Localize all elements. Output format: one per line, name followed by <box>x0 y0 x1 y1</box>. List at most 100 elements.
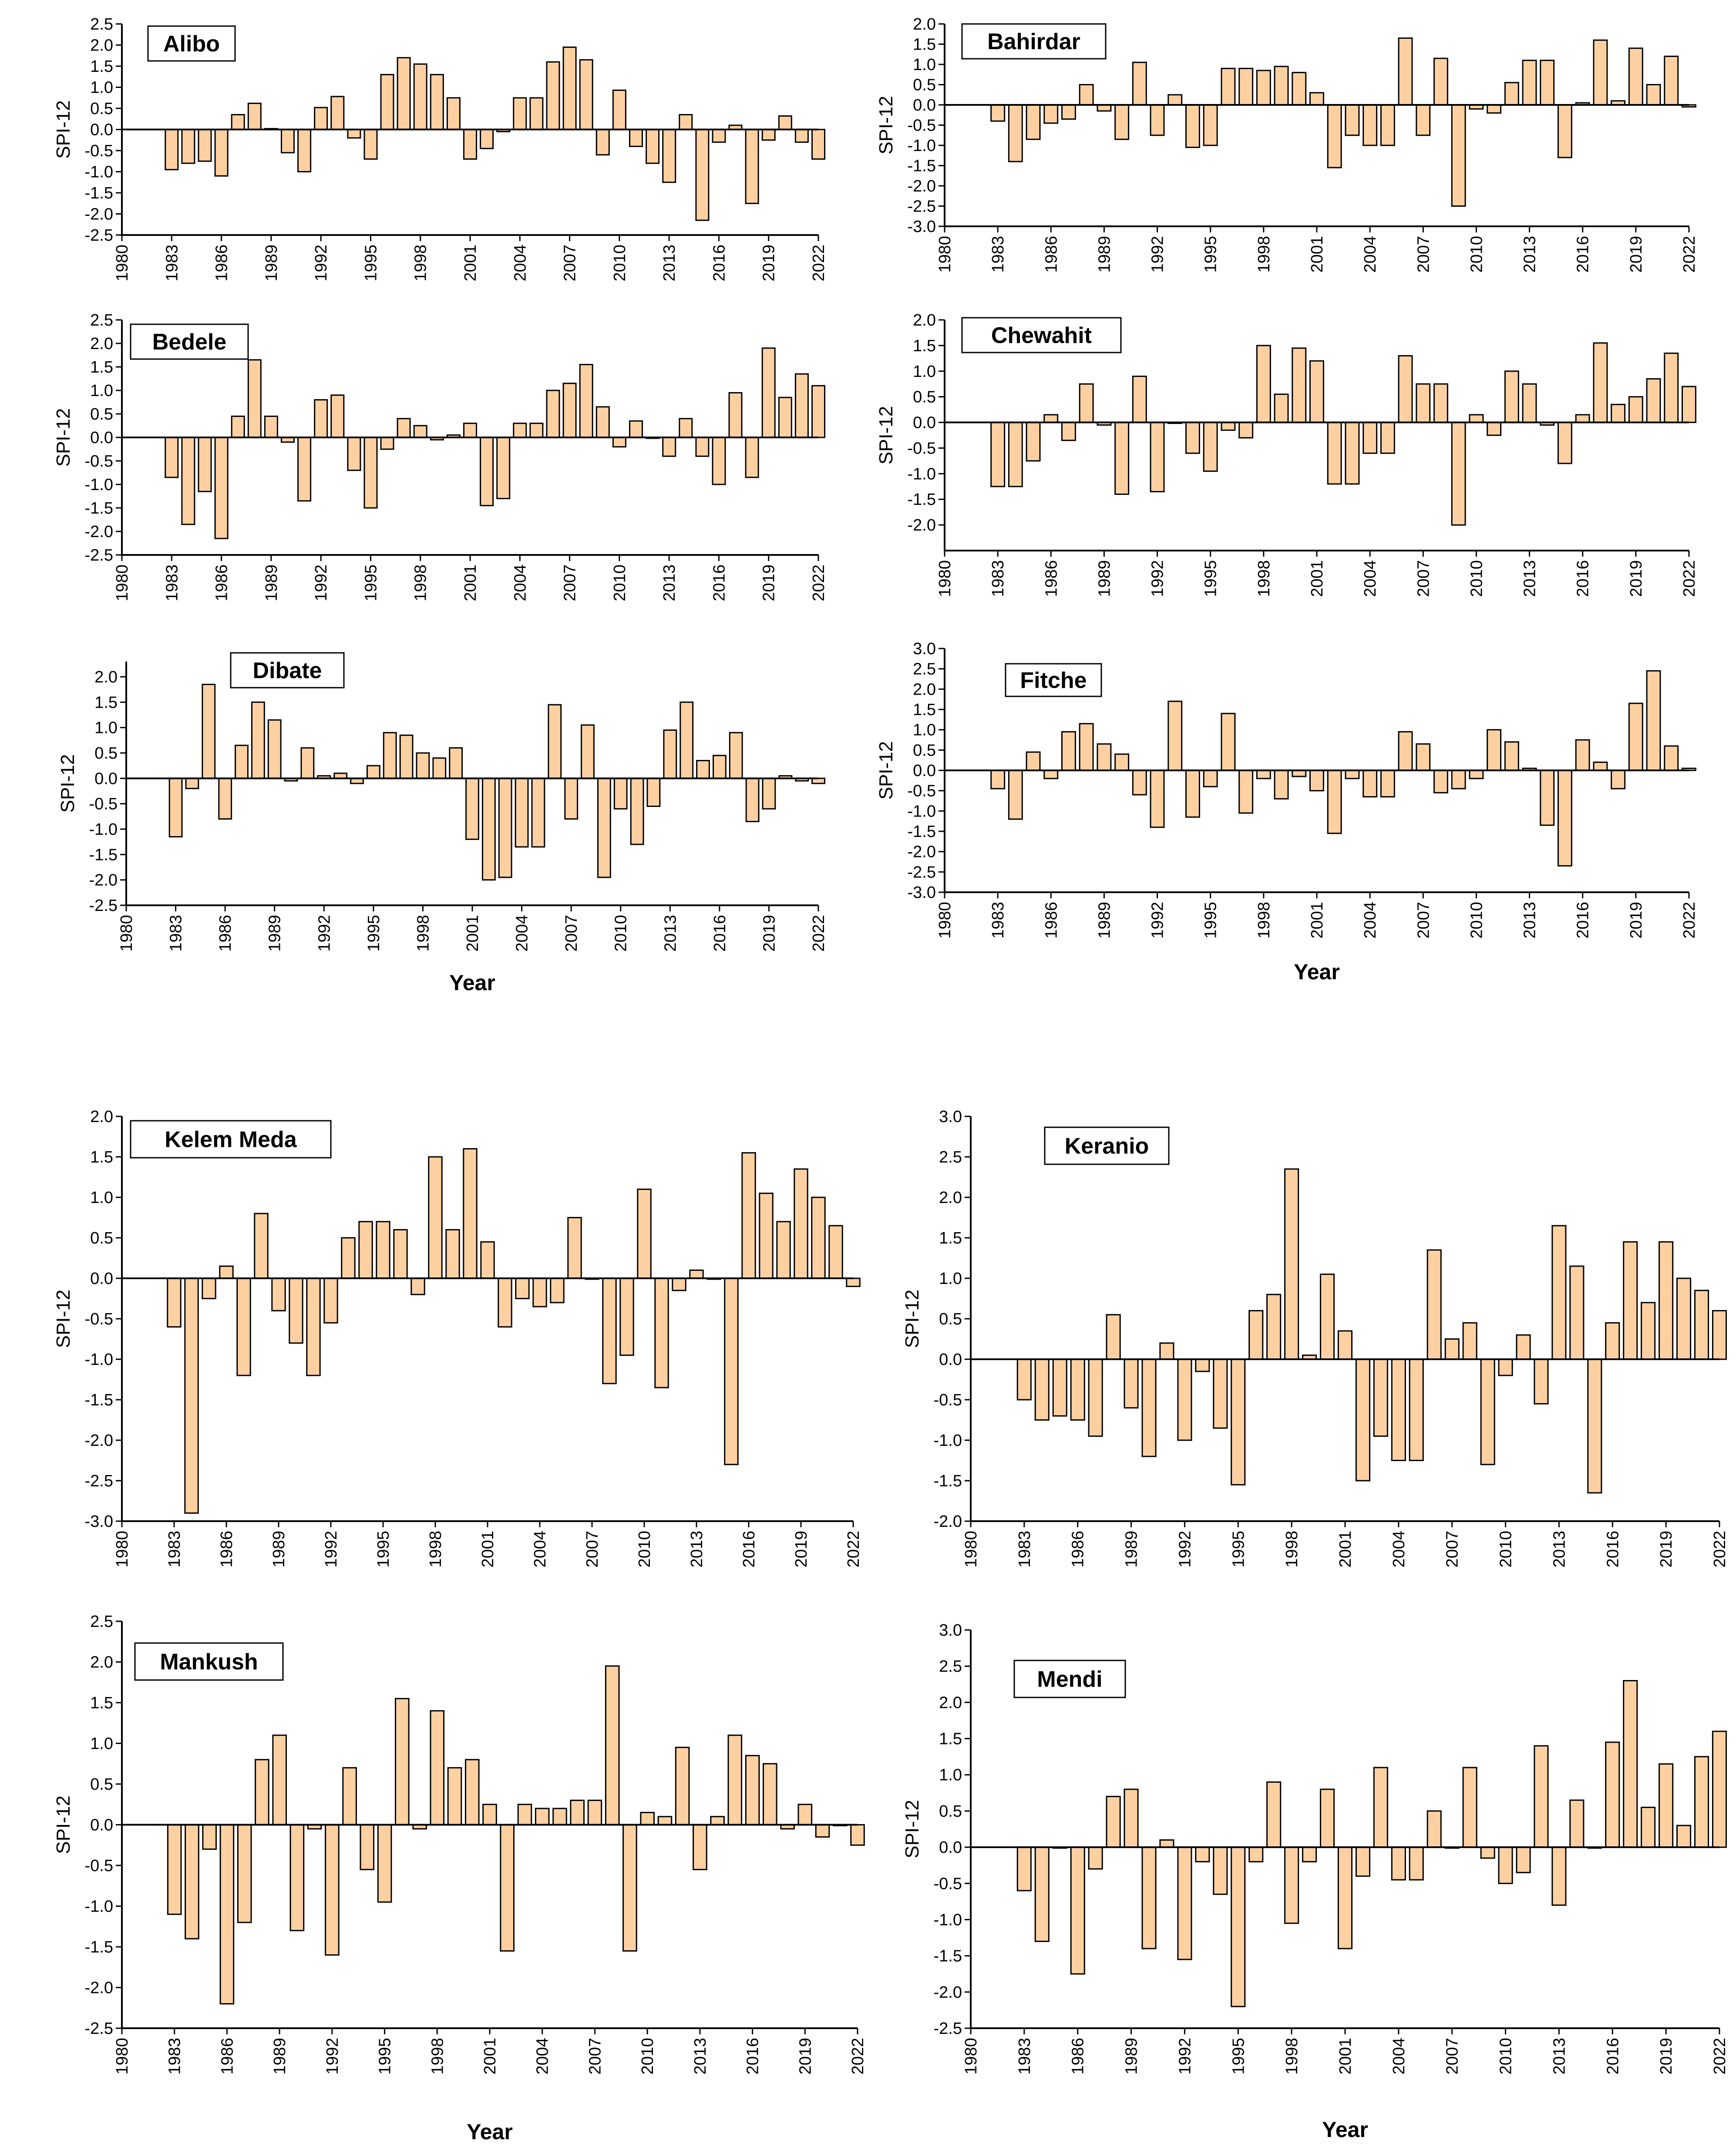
bar <box>1522 60 1537 106</box>
bar <box>1676 1825 1692 1848</box>
bar <box>1141 1358 1157 1457</box>
bar <box>1623 1680 1638 1848</box>
bar <box>1694 1290 1709 1360</box>
x-tick-label: 2010 <box>612 915 630 952</box>
bar <box>1337 1330 1352 1360</box>
bar <box>763 1763 777 1826</box>
y-tick-label: 1.5 <box>94 693 118 712</box>
bar <box>797 1804 813 1826</box>
x-tick-label: 2019 <box>760 245 778 282</box>
x-tick-label: 2001 <box>481 2038 499 2075</box>
bar <box>393 1229 408 1279</box>
bar <box>1462 1322 1477 1360</box>
x-tick-label: 1989 <box>262 565 281 602</box>
bar <box>1575 739 1590 771</box>
y-tick-label: 2.0 <box>939 1694 962 1712</box>
y-tick-label: -1.5 <box>908 823 936 841</box>
bar <box>1504 82 1519 106</box>
x-tick-label: 1995 <box>365 915 383 952</box>
bar <box>529 423 544 438</box>
y-tick-label: -0.5 <box>85 1857 113 1875</box>
bar <box>1451 770 1466 790</box>
bar <box>619 1277 634 1356</box>
y-tick-label: -1.5 <box>85 499 113 518</box>
bar <box>1462 1767 1477 1848</box>
bar <box>1132 376 1147 423</box>
y-tick-label: -0.5 <box>908 782 936 800</box>
bar <box>1587 1358 1602 1494</box>
bar <box>198 129 212 162</box>
bar <box>1114 104 1130 140</box>
x-tick-label: 2013 <box>1521 236 1539 273</box>
bar <box>1309 360 1324 423</box>
x-tick-label: 2010 <box>611 565 629 602</box>
bar <box>1008 104 1023 162</box>
bar <box>1320 1788 1335 1848</box>
bar <box>323 1277 338 1324</box>
bar <box>1628 47 1643 106</box>
y-tick-label: -1.0 <box>908 802 936 820</box>
x-tick-label: 2007 <box>1414 236 1433 273</box>
bar <box>828 1225 843 1279</box>
bar <box>1611 403 1626 423</box>
bar <box>1712 1731 1727 1848</box>
x-tick-label: 2016 <box>744 2038 762 2075</box>
x-tick-label: 2022 <box>810 915 828 952</box>
y-tick-label: -1.0 <box>934 1432 962 1450</box>
y-tick-label: -2.5 <box>85 2020 113 2038</box>
bar <box>612 437 626 448</box>
y-tick-label: 2.0 <box>913 311 936 329</box>
y-tick-label: 1.0 <box>94 719 118 737</box>
bar <box>235 745 249 779</box>
x-tick-label: 2022 <box>1711 1531 1729 1568</box>
bar <box>1221 712 1236 771</box>
bar <box>529 97 544 131</box>
y-tick-label: 0.0 <box>913 762 936 780</box>
y-tick-label: -1.0 <box>85 1351 113 1369</box>
bar <box>367 765 380 779</box>
bar <box>815 1824 830 1838</box>
y-tick-label: 0.5 <box>94 744 118 763</box>
x-tick-label: 1989 <box>1095 560 1114 597</box>
bar <box>1203 770 1218 787</box>
bar <box>480 129 494 149</box>
x-tick-label: 2007 <box>1443 1531 1462 1568</box>
y-tick-label: -1.5 <box>85 1938 113 1956</box>
bar <box>237 1824 252 1923</box>
chart-panel: 2.01.51.00.50.0-0.5-1.0-1.5-2.0-2.5-3.01… <box>875 15 1699 273</box>
x-tick-label: 1983 <box>165 1531 184 1568</box>
x-tick-label: 2016 <box>710 245 728 282</box>
x-tick-label: 1998 <box>1283 2038 1301 2075</box>
bar <box>1124 1358 1139 1409</box>
bar <box>1391 1846 1406 1881</box>
x-tick-label: 1992 <box>1176 1531 1194 1568</box>
bar <box>1106 1796 1121 1848</box>
bar <box>500 1824 515 1952</box>
bar <box>1345 104 1360 136</box>
y-tick-label: -1.5 <box>85 1391 113 1409</box>
bar <box>794 373 809 438</box>
bar <box>1628 396 1643 423</box>
x-tick-label: 2013 <box>1550 1531 1568 1568</box>
bar <box>1504 741 1519 771</box>
bar <box>271 1277 286 1311</box>
y-axis-title: SPI-12 <box>53 408 74 467</box>
bar <box>587 1799 602 1825</box>
x-tick-label: 1989 <box>1095 902 1114 939</box>
bar <box>463 129 477 160</box>
bar <box>410 1277 425 1295</box>
bar <box>1309 770 1324 792</box>
x-tick-label: 2022 <box>1680 902 1699 939</box>
y-tick-label: 0.5 <box>913 388 936 407</box>
bar <box>347 129 361 139</box>
bar <box>695 437 710 457</box>
x-tick-label: 2007 <box>562 915 581 952</box>
bar <box>513 423 527 438</box>
y-tick-label: -1.0 <box>85 476 113 494</box>
bar <box>1575 414 1590 423</box>
y-tick-label: 0.5 <box>90 405 113 423</box>
x-tick-label: 2007 <box>1414 902 1433 939</box>
x-tick-label: 2016 <box>1604 1531 1622 1568</box>
bar <box>1659 1763 1674 1848</box>
